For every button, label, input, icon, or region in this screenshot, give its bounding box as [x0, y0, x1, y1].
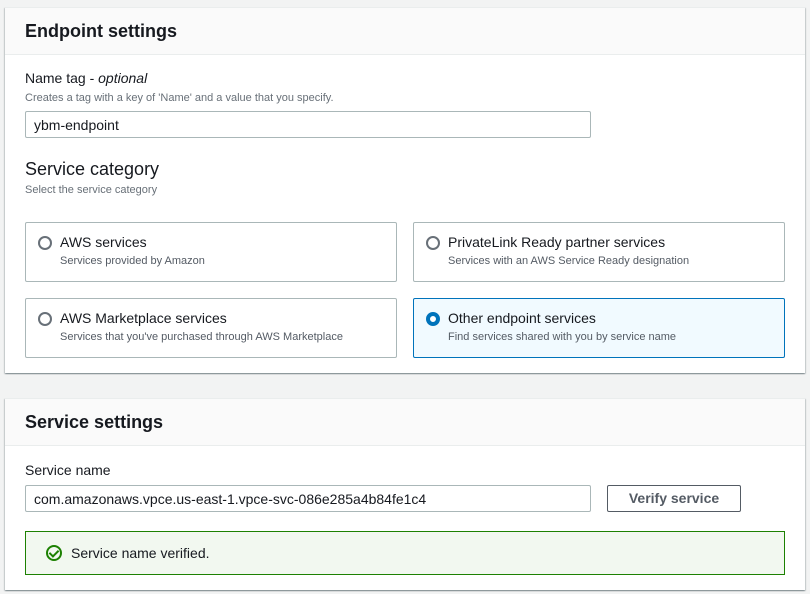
tile-description: Services that you've purchased through A…: [60, 331, 343, 343]
name-tag-label: Name tag - optional: [25, 70, 147, 86]
tile-title: PrivateLink Ready partner services: [448, 234, 666, 250]
service-name-input[interactable]: com.amazonaws.vpce.us-east-1.vpce-svc-08…: [25, 485, 591, 512]
tile-aws-services[interactable]: AWS services Services provided by Amazon: [25, 222, 397, 282]
panel-title: Endpoint settings: [5, 8, 805, 55]
tile-description: Services provided by Amazon: [60, 255, 205, 267]
panel-title: Service settings: [5, 399, 805, 446]
tile-title: AWS services: [60, 234, 147, 250]
alert-text: Service name verified.: [71, 545, 210, 561]
verify-service-button[interactable]: Verify service: [607, 485, 741, 512]
tile-privatelink-partner[interactable]: PrivateLink Ready partner services Servi…: [413, 222, 785, 282]
tile-aws-marketplace[interactable]: AWS Marketplace services Services that y…: [25, 298, 397, 358]
tile-title: Other endpoint services: [448, 310, 596, 326]
tile-title: AWS Marketplace services: [60, 310, 227, 326]
service-name-label: Service name: [25, 462, 111, 478]
radio-button-selected[interactable]: [426, 312, 440, 326]
service-category-heading: Service category: [25, 159, 160, 179]
service-settings-panel: Service settings Service name com.amazon…: [5, 398, 805, 590]
label-text: Name tag -: [25, 70, 99, 86]
optional-text: optional: [98, 70, 148, 86]
tile-description: Find services shared with you by service…: [448, 331, 677, 343]
radio-button[interactable]: [38, 312, 52, 326]
radio-button[interactable]: [38, 236, 52, 250]
radio-button[interactable]: [426, 236, 440, 250]
name-tag-input[interactable]: ybm-endpoint: [25, 111, 591, 138]
endpoint-settings-panel: Endpoint settings Name tag - optional Cr…: [5, 7, 805, 373]
tile-other-endpoint-services[interactable]: Other endpoint services Find services sh…: [413, 298, 785, 358]
success-alert: Service name verified.: [25, 531, 785, 575]
service-category-description: Select the service category: [25, 184, 158, 196]
check-circle-icon: [46, 545, 62, 561]
name-tag-description: Creates a tag with a key of 'Name' and a…: [25, 92, 334, 104]
tile-description: Services with an AWS Service Ready desig…: [448, 255, 690, 267]
